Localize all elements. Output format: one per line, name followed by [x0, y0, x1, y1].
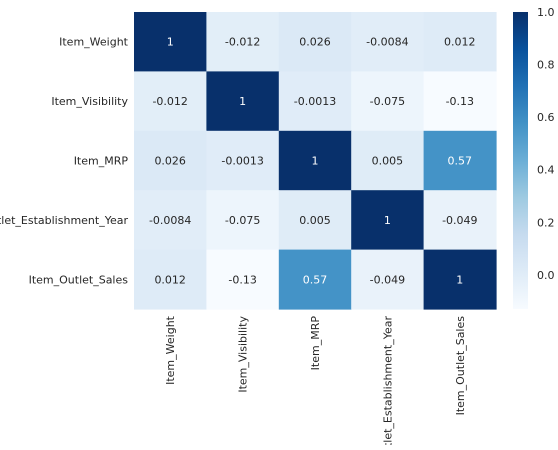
heatmap-cell-r1-c0 — [134, 71, 207, 132]
heatmap-cell-r0-c1 — [206, 12, 280, 72]
y-tick-labels: Item_Weight Item_Visibility Item_MRP Outlet… — [0, 36, 129, 287]
heatmap-cell-r4-c3 — [351, 249, 425, 310]
heatmap-cell-r4-c2 — [278, 249, 352, 310]
cell-annotation-r4-c0: 0.012 — [154, 273, 186, 286]
colorbar: 0.0 0.2 0.4 0.6 0.8 1.0 — [513, 6, 555, 309]
heatmap-cell-r4-c0 — [134, 249, 207, 310]
heatmap-cell-r2-c4 — [423, 130, 497, 191]
x-tick-labels: Item_Weight Item_Visibility Item_MRP Outlet… — [164, 315, 467, 450]
cell-annotation-r0-c4: 0.012 — [444, 36, 476, 49]
y-tick-label-0: Item_Weight — [59, 36, 129, 49]
cell-annotation-r4-c2: 0.57 — [303, 273, 328, 286]
heatmap-cell-r3-c3 — [351, 190, 425, 251]
cell-annotation-r3-c1: -0.075 — [225, 214, 260, 227]
colorbar-tick-label-4: 0.8 — [537, 59, 555, 72]
heatmap-cell-r0-c3 — [351, 12, 425, 72]
cell-annotation-r0-c2: 0.026 — [299, 36, 331, 49]
cell-annotation-r1-c4: -0.13 — [446, 95, 474, 108]
x-tick-label-0: Item_Weight — [164, 315, 177, 385]
heatmap-cell-r0-c4 — [423, 12, 497, 72]
cell-annotation-r2-c4: 0.57 — [448, 155, 473, 168]
heatmap-cell-r2-c2 — [278, 130, 352, 191]
x-tick-label-2: Item_MRP — [309, 316, 322, 371]
cell-annotation-r0-c1: -0.012 — [225, 36, 260, 49]
x-tick-label-1: Item_Visibility — [237, 316, 250, 393]
cell-annotation-r3-c4: -0.049 — [442, 214, 477, 227]
y-tick-label-2: Item_MRP — [74, 155, 129, 168]
cell-annotation-r2-c1: -0.0013 — [221, 155, 263, 168]
cell-annotation-r1-c1: 1 — [239, 95, 246, 108]
cell-annotation-r2-c2: 1 — [312, 155, 319, 168]
colorbar-tick-label-0: 0.0 — [537, 269, 555, 282]
heatmap-cell-r3-c4 — [423, 190, 497, 251]
x-tick-label-3: Outlet_Establishment_Year — [381, 316, 394, 445]
cell-annotations: 1 -0.012 0.026 -0.0084 0.012 -0.012 1 -0.0013 -0… — [149, 36, 478, 287]
heatmap-cell-r0-c2 — [278, 12, 352, 72]
heatmap-cell-r0-c0 — [134, 12, 207, 72]
heatmap-cell-r2-c3 — [351, 130, 425, 191]
cell-annotation-r3-c0: -0.0084 — [149, 214, 191, 227]
cell-annotation-r1-c3: -0.075 — [370, 95, 405, 108]
heatmap-cell-r1-c1 — [206, 71, 280, 132]
cell-annotation-r4-c4: 1 — [456, 273, 463, 286]
heatmap-cells — [134, 12, 497, 310]
cell-annotation-r4-c3: -0.049 — [370, 273, 405, 286]
y-tick-label-3: Outlet_Establishment_Year — [0, 214, 128, 227]
cell-annotation-r4-c1: -0.13 — [228, 273, 256, 286]
heatmap-cell-r1-c4 — [423, 71, 497, 132]
cell-annotation-r1-c0: -0.012 — [152, 95, 187, 108]
cell-annotation-r0-c3: -0.0084 — [366, 36, 408, 49]
heatmap-cell-r4-c4 — [423, 249, 497, 310]
colorbar-tick-label-1: 0.2 — [537, 216, 555, 229]
colorbar-gradient — [513, 12, 528, 309]
y-tick-label-4: Item_Outlet_Sales — [29, 273, 129, 286]
cell-annotation-r2-c0: 0.026 — [154, 155, 186, 168]
cell-annotation-r2-c3: 0.005 — [372, 155, 404, 168]
cell-annotation-r0-c0: 1 — [167, 36, 174, 49]
cell-annotation-r3-c3: 1 — [384, 214, 391, 227]
cell-annotation-r1-c2: -0.0013 — [294, 95, 336, 108]
heatmap-cell-r1-c2 — [278, 71, 352, 132]
x-tick-label-4: Item_Outlet_Sales — [454, 316, 467, 416]
heatmap-cell-r3-c0 — [134, 190, 207, 251]
heatmap-cell-r3-c2 — [278, 190, 352, 251]
cell-annotation-r3-c2: 0.005 — [299, 214, 331, 227]
colorbar-tick-label-2: 0.4 — [537, 164, 555, 177]
colorbar-tick-label-3: 0.6 — [537, 111, 555, 124]
heatmap-cell-r1-c3 — [351, 71, 425, 132]
y-tick-label-1: Item_Visibility — [51, 95, 128, 108]
heatmap-cell-r3-c1 — [206, 190, 280, 251]
colorbar-tick-label-5: 1.0 — [537, 6, 555, 19]
heatmap-cell-r2-c1 — [206, 130, 280, 191]
heatmap-cell-r4-c1 — [206, 249, 280, 310]
heatmap-cell-r2-c0 — [134, 130, 207, 191]
